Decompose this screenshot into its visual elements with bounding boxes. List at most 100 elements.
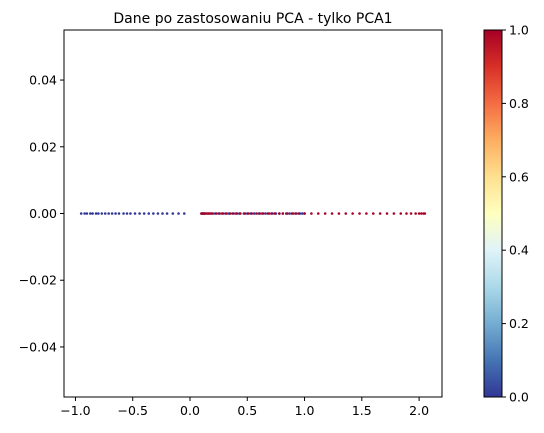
- data-point-class-0: [129, 212, 132, 215]
- y-tick-label: −0.04: [19, 339, 57, 354]
- data-point-class-0: [288, 212, 291, 215]
- data-point-class-1: [330, 212, 334, 215]
- data-point-class-1: [262, 212, 265, 215]
- data-point-class-1: [323, 212, 327, 215]
- data-point-class-1: [337, 212, 341, 215]
- data-point-class-0: [114, 212, 117, 215]
- data-point-class-1: [385, 212, 389, 215]
- data-point-class-0: [165, 212, 169, 215]
- data-point-class-1: [294, 212, 297, 215]
- data-point-class-1: [286, 212, 289, 215]
- data-point-class-1: [358, 212, 361, 215]
- x-tick-label: 0.0: [180, 403, 200, 418]
- data-point-class-1: [392, 212, 396, 215]
- data-point-class-0: [252, 212, 256, 215]
- data-point-class-0: [133, 212, 137, 215]
- data-point-class-0: [161, 212, 164, 215]
- colorbar: [484, 30, 502, 397]
- data-point-class-0: [89, 212, 92, 215]
- y-axis: 0.04 0.02 0.00 −0.02 −0.04: [19, 73, 64, 354]
- colorbar-tick-label: 1.0: [509, 23, 529, 38]
- data-point-class-1: [278, 212, 281, 215]
- data-point-class-1: [409, 212, 413, 215]
- data-point-class-1: [204, 212, 208, 215]
- x-tick-label: 1.0: [295, 403, 315, 418]
- y-tick-label: 0.00: [29, 206, 57, 221]
- data-point-class-1: [290, 212, 294, 215]
- data-point-class-1: [250, 212, 254, 215]
- data-point-class-0: [142, 212, 146, 215]
- data-point-class-1: [266, 212, 270, 215]
- x-tick-label: 2.0: [409, 403, 429, 418]
- data-point-class-1: [273, 212, 277, 215]
- y-tick-label: 0.02: [29, 139, 57, 154]
- colorbar-tick-label: 0.2: [509, 316, 529, 331]
- data-point-class-1: [243, 212, 247, 215]
- data-point-class-0: [171, 212, 175, 215]
- y-tick-label: −0.02: [19, 273, 57, 288]
- data-point-class-0: [117, 212, 121, 215]
- data-point-class-0: [152, 212, 155, 215]
- data-point-class-0: [110, 212, 114, 215]
- data-point-class-1: [218, 212, 222, 215]
- data-point-class-0: [103, 212, 107, 215]
- data-point-class-1: [420, 212, 423, 215]
- data-point-class-0: [85, 212, 89, 215]
- data-point-class-1: [344, 212, 348, 215]
- data-point-class-0: [83, 212, 86, 215]
- x-tick-label: 0.5: [237, 403, 257, 418]
- data-point-class-0: [91, 212, 94, 215]
- data-point-class-0: [147, 212, 151, 215]
- data-point-class-1: [414, 212, 417, 215]
- data-point-class-1: [417, 212, 421, 215]
- data-point-class-0: [138, 212, 141, 215]
- data-point-class-0: [94, 212, 98, 215]
- data-point-class-1: [297, 212, 301, 215]
- data-point-class-0: [97, 212, 100, 215]
- data-point-class-1: [255, 212, 258, 215]
- data-point-class-1: [399, 212, 403, 215]
- data-point-class-1: [235, 212, 239, 215]
- x-tick-label: −0.5: [118, 403, 148, 418]
- data-point-class-1: [316, 212, 320, 215]
- data-point-class-1: [221, 212, 225, 215]
- data-point-class-1: [270, 212, 273, 215]
- data-point-class-1: [371, 212, 375, 215]
- data-point-class-1: [207, 212, 210, 215]
- data-point-class-1: [247, 212, 250, 215]
- data-point-class-0: [79, 212, 83, 215]
- colorbar-tick-label: 0.8: [509, 96, 529, 111]
- data-point-class-0: [177, 212, 180, 215]
- data-point-class-0: [300, 212, 304, 215]
- data-point-class-1: [209, 212, 212, 215]
- colorbar-tick-label: 0.4: [509, 243, 529, 258]
- data-point-class-1: [310, 212, 313, 215]
- data-point-class-1: [405, 212, 408, 215]
- x-tick-label: −1.0: [60, 403, 90, 418]
- data-point-class-1: [232, 212, 235, 215]
- colorbar-frame: [483, 29, 503, 398]
- data-point-class-0: [125, 212, 129, 215]
- data-point-class-1: [228, 212, 232, 215]
- data-point-class-1: [423, 212, 427, 215]
- data-point-class-1: [351, 212, 354, 215]
- y-tick-label: 0.04: [29, 73, 57, 88]
- data-point-class-1: [258, 212, 262, 215]
- data-point-class-0: [156, 212, 160, 215]
- data-point-class-1: [239, 212, 242, 215]
- data-point-class-1: [365, 212, 368, 215]
- data-point-class-1: [225, 212, 228, 215]
- colorbar-tick-label: 0.6: [509, 169, 529, 184]
- data-points: [79, 212, 427, 215]
- data-point-class-1: [281, 212, 285, 215]
- x-tick-label: 1.5: [352, 403, 372, 418]
- data-point-class-0: [107, 212, 110, 215]
- data-point-class-0: [182, 212, 186, 215]
- colorbar-axis: 0.0 0.2 0.4 0.6 0.8 1.0: [502, 23, 529, 405]
- data-point-class-0: [264, 212, 267, 215]
- data-point-class-1: [303, 212, 306, 215]
- chart-title: Dane po zastosowaniu PCA - tylko PCA1: [113, 11, 392, 27]
- data-point-class-1: [215, 212, 218, 215]
- data-point-class-1: [211, 212, 215, 215]
